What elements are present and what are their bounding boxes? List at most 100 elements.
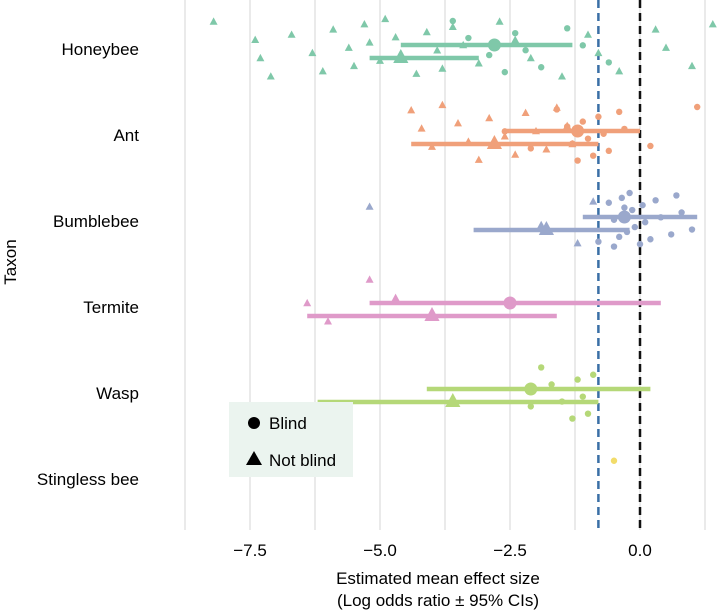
mean-marker-not-blind [538, 221, 554, 235]
raw-point-blind [595, 238, 602, 245]
raw-point-blind [694, 103, 701, 111]
raw-point-blind [616, 233, 623, 241]
x-tick-label: −2.5 [493, 541, 527, 560]
y-tick-label: Wasp [96, 384, 139, 403]
x-tick-label: −5.0 [363, 541, 397, 560]
raw-point-not-blind [651, 25, 660, 33]
x-tick-labels: −7.5 −5.0 −2.5 0.0 [233, 541, 652, 560]
raw-point-blind [564, 25, 571, 32]
raw-point-not-blind [407, 106, 416, 114]
raw-point-not-blind [537, 220, 546, 229]
raw-point-not-blind [511, 35, 520, 44]
raw-point-not-blind [433, 46, 442, 54]
raw-point-not-blind [594, 48, 603, 57]
raw-point-blind [668, 231, 675, 238]
raw-point-blind [652, 197, 659, 204]
raw-point-not-blind [365, 275, 374, 283]
raw-point-blind [574, 376, 581, 383]
raw-point-not-blind [350, 61, 358, 70]
raw-point-not-blind [324, 317, 332, 325]
raw-point-not-blind [422, 27, 431, 36]
raw-point-not-blind [474, 59, 483, 67]
raw-point-blind [605, 59, 612, 66]
raw-point-not-blind [266, 72, 275, 80]
y-tick-label: Termite [83, 298, 139, 317]
raw-point-blind [636, 240, 644, 248]
raw-point-not-blind [287, 30, 296, 38]
x-axis-title-line2: (Log odds ratio ± 95% CIs) [337, 591, 539, 610]
raw-point-not-blind [542, 145, 551, 153]
raw-point-not-blind [391, 293, 400, 302]
raw-point-blind [618, 194, 625, 202]
raw-point-blind [590, 371, 597, 378]
raw-point-not-blind [412, 69, 421, 77]
mean-marker-blind [617, 210, 631, 224]
raw-point-not-blind [526, 53, 535, 62]
raw-point-blind [639, 201, 646, 209]
x-tick-label: −7.5 [233, 541, 267, 560]
raw-point-not-blind [365, 38, 374, 46]
raw-point-not-blind [589, 197, 598, 205]
raw-point-not-blind [584, 30, 592, 38]
raw-point-not-blind [365, 202, 374, 210]
mean-marker-blind [571, 124, 585, 138]
mean-marker-not-blind [424, 307, 440, 321]
raw-point-blind [678, 209, 685, 216]
y-tick-label: Ant [113, 126, 139, 145]
raw-point-blind [538, 364, 545, 371]
raw-point-not-blind [688, 61, 696, 70]
raw-point-not-blind [662, 43, 670, 51]
raw-point-not-blind [303, 298, 312, 307]
x-axis-title-line1: Estimated mean effect size [336, 569, 540, 588]
mean-marker-blind [524, 382, 538, 396]
raw-point-blind [527, 403, 534, 410]
raw-point-not-blind [474, 155, 483, 163]
mean-marker-not-blind [393, 49, 409, 63]
raw-point-not-blind [573, 238, 582, 247]
legend-not-blind-label: Not blind [269, 451, 336, 470]
raw-point-not-blind [495, 17, 504, 25]
raw-point-blind [610, 457, 618, 464]
raw-point-not-blind [438, 100, 447, 109]
raw-point-blind [538, 64, 545, 71]
x-tick-label: 0.0 [628, 541, 652, 560]
mean-marker-blind [487, 38, 501, 52]
raw-point-blind [522, 47, 529, 54]
mean-marker-not-blind [486, 135, 502, 149]
raw-point-blind [527, 145, 534, 152]
raw-point-not-blind [344, 43, 353, 51]
raw-point-not-blind [521, 108, 530, 116]
raw-point-not-blind [360, 20, 369, 28]
raw-point-blind [688, 226, 696, 233]
raw-point-blind [579, 393, 586, 400]
y-tick-label: Honeybee [61, 40, 139, 59]
legend-blind-label: Blind [269, 414, 307, 433]
raw-point-not-blind [500, 132, 509, 140]
summary-layer [307, 38, 698, 407]
raw-point-blind [605, 147, 612, 155]
raw-point-blind [569, 415, 576, 422]
raw-point-blind [616, 108, 623, 116]
raw-point-blind [595, 113, 602, 120]
raw-point-blind [647, 236, 654, 243]
raw-point-not-blind [209, 17, 218, 25]
legend-not-blind-marker [246, 451, 262, 465]
raw-point-blind [647, 142, 654, 150]
raw-point-not-blind [448, 22, 457, 30]
reference-lines [597, 0, 642, 530]
raw-point-not-blind [563, 121, 572, 130]
raw-point-blind [631, 223, 638, 231]
raw-point-blind [673, 192, 680, 199]
raw-point-not-blind [558, 72, 566, 80]
raw-point-blind [642, 219, 649, 226]
raw-point-blind [629, 206, 636, 214]
raw-point-blind [501, 68, 508, 76]
raw-point-not-blind [329, 25, 338, 33]
legend-blind-marker [248, 417, 260, 429]
mean-marker-not-blind [445, 393, 461, 407]
raw-point-blind [610, 243, 618, 250]
legend: Blind Not blind [229, 402, 353, 477]
raw-point-not-blind [438, 64, 447, 72]
raw-point-blind [584, 135, 592, 142]
